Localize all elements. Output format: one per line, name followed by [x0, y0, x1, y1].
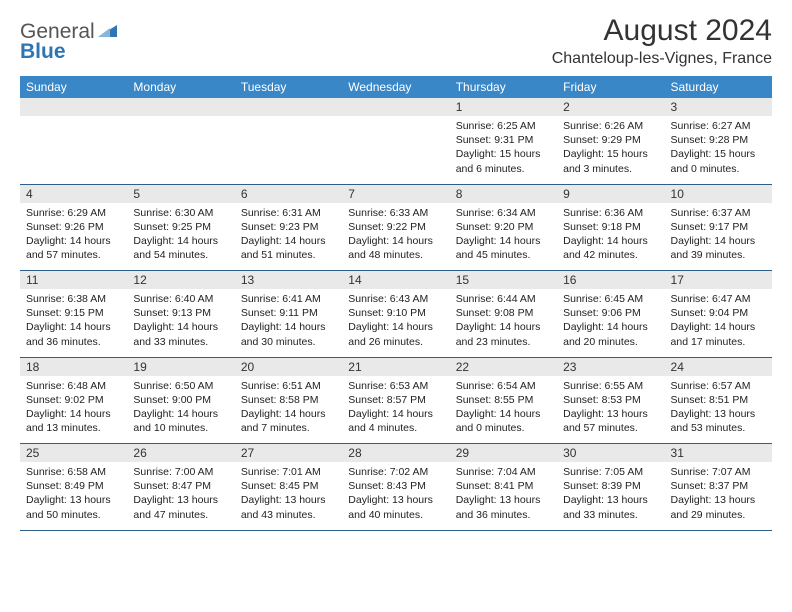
day-number-cell: 11 — [20, 271, 127, 290]
day-info-cell: Sunrise: 7:05 AMSunset: 8:39 PMDaylight:… — [557, 462, 664, 530]
day-number-row: 25262728293031 — [20, 444, 772, 463]
day-info-cell: Sunrise: 6:55 AMSunset: 8:53 PMDaylight:… — [557, 376, 664, 444]
day-number-cell — [342, 98, 449, 116]
day-number-cell: 12 — [127, 271, 234, 290]
day-info-row: Sunrise: 6:29 AMSunset: 9:26 PMDaylight:… — [20, 203, 772, 271]
weekday-header: Monday — [127, 76, 234, 98]
day-info-cell: Sunrise: 6:53 AMSunset: 8:57 PMDaylight:… — [342, 376, 449, 444]
day-number-cell: 29 — [450, 444, 557, 463]
day-number-cell: 26 — [127, 444, 234, 463]
weekday-header: Saturday — [665, 76, 772, 98]
day-info-cell: Sunrise: 6:45 AMSunset: 9:06 PMDaylight:… — [557, 289, 664, 357]
logo: GeneralBlue — [20, 14, 118, 64]
day-info-cell: Sunrise: 6:41 AMSunset: 9:11 PMDaylight:… — [235, 289, 342, 357]
day-number-cell: 16 — [557, 271, 664, 290]
day-number-cell: 22 — [450, 357, 557, 376]
day-info-cell — [235, 116, 342, 184]
day-info-cell: Sunrise: 6:30 AMSunset: 9:25 PMDaylight:… — [127, 203, 234, 271]
day-info-cell: Sunrise: 7:07 AMSunset: 8:37 PMDaylight:… — [665, 462, 772, 530]
day-info-cell: Sunrise: 7:04 AMSunset: 8:41 PMDaylight:… — [450, 462, 557, 530]
day-info-cell: Sunrise: 6:40 AMSunset: 9:13 PMDaylight:… — [127, 289, 234, 357]
day-number-cell: 28 — [342, 444, 449, 463]
day-number-cell: 1 — [450, 98, 557, 116]
calendar-page: GeneralBlue August 2024 Chanteloup-les-V… — [0, 0, 792, 541]
day-info-row: Sunrise: 6:38 AMSunset: 9:15 PMDaylight:… — [20, 289, 772, 357]
day-info-cell: Sunrise: 6:27 AMSunset: 9:28 PMDaylight:… — [665, 116, 772, 184]
day-number-cell: 10 — [665, 184, 772, 203]
day-number-cell: 13 — [235, 271, 342, 290]
day-info-cell: Sunrise: 6:37 AMSunset: 9:17 PMDaylight:… — [665, 203, 772, 271]
weekday-header-row: SundayMondayTuesdayWednesdayThursdayFrid… — [20, 76, 772, 98]
day-number-row: 18192021222324 — [20, 357, 772, 376]
day-info-cell: Sunrise: 6:47 AMSunset: 9:04 PMDaylight:… — [665, 289, 772, 357]
weekday-header: Friday — [557, 76, 664, 98]
day-info-cell: Sunrise: 6:31 AMSunset: 9:23 PMDaylight:… — [235, 203, 342, 271]
day-info-cell: Sunrise: 6:43 AMSunset: 9:10 PMDaylight:… — [342, 289, 449, 357]
day-info-cell: Sunrise: 7:00 AMSunset: 8:47 PMDaylight:… — [127, 462, 234, 530]
day-info-cell: Sunrise: 6:58 AMSunset: 8:49 PMDaylight:… — [20, 462, 127, 530]
day-number-cell: 30 — [557, 444, 664, 463]
day-number-row: 123 — [20, 98, 772, 116]
day-info-row: Sunrise: 6:58 AMSunset: 8:49 PMDaylight:… — [20, 462, 772, 530]
day-info-cell: Sunrise: 6:36 AMSunset: 9:18 PMDaylight:… — [557, 203, 664, 271]
day-info-cell: Sunrise: 6:29 AMSunset: 9:26 PMDaylight:… — [20, 203, 127, 271]
header: GeneralBlue August 2024 Chanteloup-les-V… — [20, 14, 772, 68]
day-number-cell: 21 — [342, 357, 449, 376]
day-number-cell: 27 — [235, 444, 342, 463]
day-info-cell: Sunrise: 6:38 AMSunset: 9:15 PMDaylight:… — [20, 289, 127, 357]
weekday-header: Tuesday — [235, 76, 342, 98]
day-number-cell: 17 — [665, 271, 772, 290]
day-number-cell: 19 — [127, 357, 234, 376]
day-number-cell: 14 — [342, 271, 449, 290]
day-number-cell: 3 — [665, 98, 772, 116]
calendar-table: SundayMondayTuesdayWednesdayThursdayFrid… — [20, 76, 772, 531]
weekday-header: Wednesday — [342, 76, 449, 98]
title-block: August 2024 Chanteloup-les-Vignes, Franc… — [552, 14, 772, 68]
location: Chanteloup-les-Vignes, France — [552, 50, 772, 68]
day-number-cell — [235, 98, 342, 116]
day-info-cell: Sunrise: 6:48 AMSunset: 9:02 PMDaylight:… — [20, 376, 127, 444]
day-info-row: Sunrise: 6:25 AMSunset: 9:31 PMDaylight:… — [20, 116, 772, 184]
day-info-cell: Sunrise: 6:25 AMSunset: 9:31 PMDaylight:… — [450, 116, 557, 184]
day-number-cell — [127, 98, 234, 116]
day-info-cell: Sunrise: 6:54 AMSunset: 8:55 PMDaylight:… — [450, 376, 557, 444]
day-number-cell: 15 — [450, 271, 557, 290]
day-number-cell: 25 — [20, 444, 127, 463]
day-number-cell: 4 — [20, 184, 127, 203]
day-number-cell: 20 — [235, 357, 342, 376]
day-number-row: 11121314151617 — [20, 271, 772, 290]
day-info-cell — [127, 116, 234, 184]
day-number-cell: 18 — [20, 357, 127, 376]
day-number-cell: 5 — [127, 184, 234, 203]
day-number-cell: 9 — [557, 184, 664, 203]
day-info-cell: Sunrise: 6:50 AMSunset: 9:00 PMDaylight:… — [127, 376, 234, 444]
day-info-cell: Sunrise: 6:34 AMSunset: 9:20 PMDaylight:… — [450, 203, 557, 271]
weekday-header: Sunday — [20, 76, 127, 98]
day-info-row: Sunrise: 6:48 AMSunset: 9:02 PMDaylight:… — [20, 376, 772, 444]
day-info-cell: Sunrise: 6:33 AMSunset: 9:22 PMDaylight:… — [342, 203, 449, 271]
day-info-cell: Sunrise: 7:01 AMSunset: 8:45 PMDaylight:… — [235, 462, 342, 530]
day-number-cell: 8 — [450, 184, 557, 203]
day-number-cell: 2 — [557, 98, 664, 116]
day-info-cell — [20, 116, 127, 184]
month-title: August 2024 — [552, 14, 772, 48]
day-info-cell: Sunrise: 6:51 AMSunset: 8:58 PMDaylight:… — [235, 376, 342, 444]
day-number-cell: 31 — [665, 444, 772, 463]
day-info-cell: Sunrise: 6:57 AMSunset: 8:51 PMDaylight:… — [665, 376, 772, 444]
day-info-cell: Sunrise: 7:02 AMSunset: 8:43 PMDaylight:… — [342, 462, 449, 530]
day-info-cell: Sunrise: 6:44 AMSunset: 9:08 PMDaylight:… — [450, 289, 557, 357]
day-number-cell: 24 — [665, 357, 772, 376]
day-info-cell: Sunrise: 6:26 AMSunset: 9:29 PMDaylight:… — [557, 116, 664, 184]
day-number-cell: 23 — [557, 357, 664, 376]
day-number-cell: 7 — [342, 184, 449, 203]
weekday-header: Thursday — [450, 76, 557, 98]
day-number-cell: 6 — [235, 184, 342, 203]
logo-text-blue: Blue — [20, 40, 118, 64]
day-number-cell — [20, 98, 127, 116]
day-number-row: 45678910 — [20, 184, 772, 203]
day-info-cell — [342, 116, 449, 184]
